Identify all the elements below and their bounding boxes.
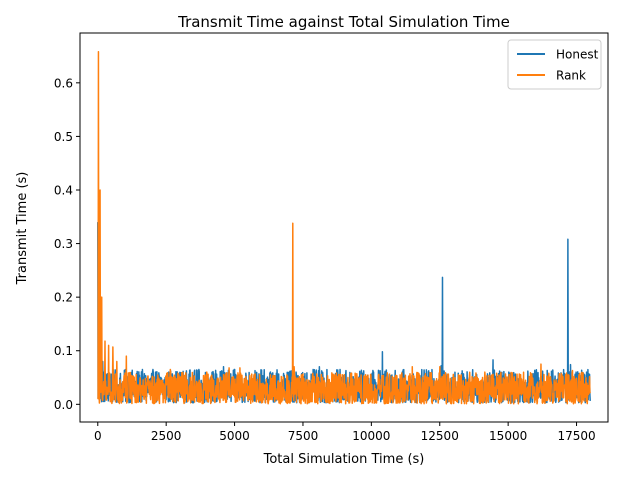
y-tick-label: 0.0 [54,398,73,412]
y-tick-label: 0.4 [54,183,73,197]
legend-label-rank: Rank [556,69,586,83]
x-axis: 0 2500 5000 7500 10000 12500 15000 17500 [94,422,596,443]
plot-area [97,51,591,405]
x-tick-label: 5000 [219,429,250,443]
legend: Honest Rank [507,39,602,90]
x-tick-label: 7500 [288,429,319,443]
y-axis: 0.0 0.1 0.2 0.3 0.4 0.5 0.6 [54,76,80,412]
x-tick-label: 15000 [489,429,527,443]
series-line-rank [97,51,591,405]
x-tick-label: 12500 [421,429,459,443]
x-tick-label: 17500 [557,429,595,443]
y-axis-label: Transmit Time (s) [15,172,30,286]
plot-frame [79,32,609,423]
y-tick-label: 0.6 [54,76,73,90]
x-tick-label: 10000 [352,429,390,443]
legend-label-honest: Honest [556,48,599,62]
x-axis-label: Total Simulation Time (s) [263,452,425,467]
x-tick-label: 0 [94,429,102,443]
y-tick-label: 0.5 [54,130,73,144]
y-tick-label: 0.2 [54,291,73,305]
y-tick-label: 0.1 [54,344,73,358]
chart-title: Transmit Time against Total Simulation T… [177,13,510,31]
x-tick-label: 2500 [151,429,182,443]
legend-box [507,39,602,90]
y-tick-label: 0.3 [54,237,73,251]
